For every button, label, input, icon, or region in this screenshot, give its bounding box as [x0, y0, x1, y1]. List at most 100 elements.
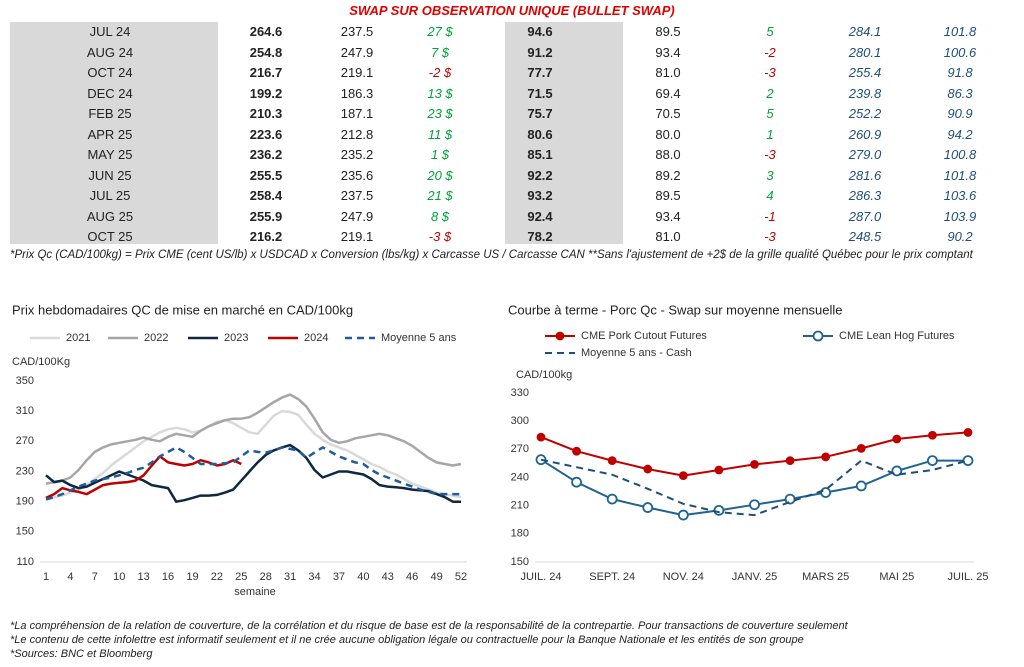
legend-marker: [555, 331, 565, 341]
x-tick-label: 31: [284, 571, 296, 583]
legend-label: 2021: [66, 332, 90, 344]
table-cell: 279.0: [848, 147, 882, 162]
y-tick-label: 310: [16, 405, 34, 417]
table-cell: 93.4: [655, 208, 681, 224]
legend-label: CME Lean Hog Futures: [839, 330, 955, 342]
point: [784, 493, 796, 505]
point: [572, 446, 581, 456]
y-tick-label: 230: [16, 465, 34, 477]
point: [855, 480, 867, 492]
x-tick-label: 46: [406, 571, 418, 583]
x-tick-label: 37: [333, 571, 345, 583]
table-cell: 69.4: [655, 85, 681, 101]
x-tick-label: 4: [67, 571, 73, 583]
table-cell: MAY 25: [87, 147, 133, 162]
legend-marker: [812, 330, 824, 342]
table-cell: 92.4: [527, 208, 553, 224]
point: [856, 443, 866, 453]
table-cell: 219.1: [340, 65, 374, 80]
table-cell: JUL 25: [89, 188, 131, 203]
table-cell: 93.2: [527, 188, 553, 203]
table-cell: 81.0: [655, 65, 681, 80]
x-tick-label: JANV. 25: [732, 571, 777, 583]
legend-label: Moyenne 5 ans: [381, 332, 457, 344]
point: [927, 455, 938, 467]
table-cell: 91.8: [947, 65, 973, 80]
table-cell: 4: [766, 188, 774, 203]
table-cell: 1 $: [430, 147, 450, 162]
point: [963, 428, 973, 437]
legend-label: CME Pork Cutout Futures: [581, 330, 707, 342]
table-cell: 20 $: [427, 167, 453, 183]
table-cell: 2: [766, 85, 774, 101]
column-shade: [10, 22, 218, 244]
point: [677, 509, 689, 521]
y-tick-label: 210: [511, 500, 529, 512]
y-tick-label: 150: [16, 526, 34, 538]
chart-title: Prix hebdomadaires QC de mise en marché …: [12, 302, 353, 317]
table-cell: 235.6: [340, 167, 374, 183]
series-line: [45, 409, 462, 500]
point: [750, 459, 759, 469]
table-cell: 70.5: [655, 106, 681, 121]
table-note: *Prix Qc (CAD/100kg) = Prix CME (cent US…: [10, 249, 973, 261]
y-tick-label: 300: [511, 415, 529, 427]
table-cell: 90.9: [947, 106, 973, 121]
table-cell: -3: [764, 229, 776, 244]
point: [713, 504, 725, 516]
table-cell: JUN 25: [88, 167, 132, 183]
legend-label: 2023: [224, 332, 248, 344]
point: [678, 471, 688, 481]
table-cell: 92.2: [527, 167, 553, 183]
point: [606, 493, 618, 505]
table-cell: 5: [766, 106, 774, 121]
table-cell: 100.6: [943, 44, 977, 60]
point: [536, 432, 546, 442]
y-tick-label: 150: [511, 556, 529, 568]
x-tick-label: JUIL. 25: [948, 571, 989, 583]
y-axis-label: CAD/100Kg: [12, 356, 70, 368]
table-cell: 254.8: [249, 44, 283, 60]
point: [571, 476, 582, 488]
table-cell: 255.5: [249, 167, 283, 183]
footnote: *Sources: BNC et Bloomberg: [10, 648, 153, 660]
table-cell: APR 25: [87, 126, 133, 142]
point: [821, 452, 831, 462]
x-tick-label: 49: [430, 571, 442, 583]
table-cell: 235.2: [340, 147, 374, 162]
footnote: *La compréhension de la relation de couv…: [10, 620, 848, 632]
x-tick-label: 22: [211, 571, 223, 583]
table-cell: 77.7: [527, 65, 553, 80]
y-tick-label: 330: [511, 387, 529, 399]
table-cell: 252.2: [848, 106, 882, 121]
point: [962, 455, 974, 467]
table-cell: 248.5: [848, 229, 882, 244]
table-cell: 247.9: [340, 208, 374, 224]
series-line: [45, 455, 242, 500]
y-tick-label: 190: [16, 496, 34, 508]
table-cell: 89.2: [655, 167, 681, 183]
table-cell: 212.8: [340, 126, 374, 142]
y-tick-label: 180: [511, 528, 529, 540]
table-cell: 216.7: [249, 65, 283, 80]
table-cell: JUL 24: [89, 24, 131, 39]
table-cell: 86.3: [947, 85, 973, 101]
point: [643, 464, 653, 474]
table-cell: 103.9: [943, 208, 977, 224]
table-cell: FEB 25: [88, 106, 132, 121]
table-cell: 103.6: [943, 188, 977, 203]
table-cell: 286.3: [848, 188, 882, 203]
table-cell: 1: [766, 126, 774, 142]
series-line: [45, 393, 462, 485]
point: [928, 430, 937, 440]
footnote: *Le contenu de cette infolettre est info…: [10, 634, 804, 646]
table-cell: 3: [766, 167, 774, 183]
table-cell: 13 $: [427, 85, 453, 101]
table-title: SWAP SUR OBSERVATION UNIQUE (BULLET SWAP…: [349, 3, 675, 18]
x-tick-label: 1: [43, 571, 49, 583]
table-cell: 89.5: [655, 24, 681, 39]
table-cell: 199.2: [249, 85, 283, 101]
point: [749, 499, 760, 511]
table-cell: 255.4: [848, 65, 882, 80]
